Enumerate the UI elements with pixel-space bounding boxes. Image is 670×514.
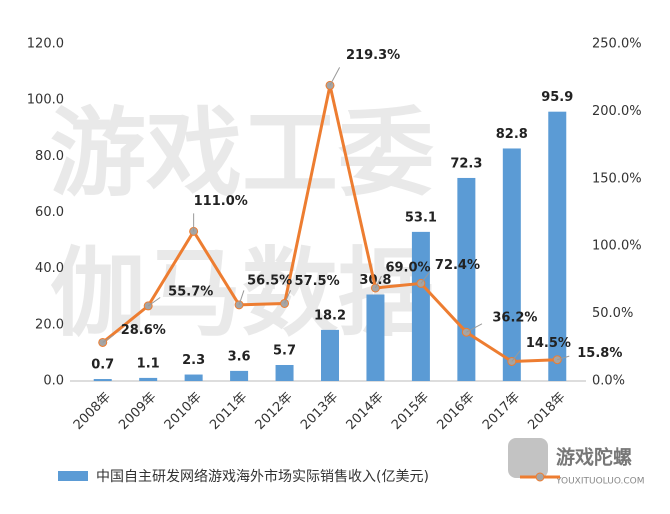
- logo-icon: [508, 438, 548, 478]
- bar-label: 0.7: [91, 358, 114, 373]
- x-tick-label: 2012年: [253, 390, 296, 433]
- y2-tick-label: 0.0%: [592, 374, 625, 389]
- bar-label: 72.3: [450, 156, 482, 171]
- bar: [321, 329, 339, 381]
- bar-label: 5.7: [273, 343, 296, 358]
- line-label: 69.0%: [385, 260, 430, 275]
- line-label: 57.5%: [295, 274, 340, 289]
- leader-line: [147, 297, 161, 307]
- y-tick-label: 100.0: [27, 93, 64, 108]
- leader-line: [238, 290, 245, 305]
- watermark: 游戏工委: [50, 97, 434, 209]
- bar: [230, 370, 249, 381]
- x-tick-label: 2009年: [116, 390, 159, 433]
- bar-label: 53.1: [405, 210, 437, 225]
- logo-text: 游戏陀螺: [556, 446, 632, 469]
- leader-line: [284, 290, 292, 304]
- leader-line: [466, 323, 483, 333]
- bar-label: 1.1: [137, 356, 160, 371]
- y-tick-label: 40.0: [35, 261, 64, 276]
- line-label: 55.7%: [168, 284, 213, 299]
- x-tick-label: 2017年: [480, 390, 523, 433]
- x-tick-label: 2015年: [389, 390, 432, 433]
- line-label: 72.4%: [435, 258, 480, 273]
- logo: 游戏陀螺 YOUXITUOLUO.COM: [508, 438, 645, 487]
- line-label: 56.5%: [247, 273, 292, 288]
- x-tick-label: 2010年: [162, 390, 205, 433]
- y-tick-label: 0.0: [43, 374, 64, 389]
- bar: [502, 148, 521, 381]
- x-tick-label: 2018年: [525, 390, 568, 433]
- legend-marker: [535, 472, 545, 482]
- bar: [366, 294, 385, 381]
- leader-line: [375, 275, 382, 289]
- x-tick-label: 2011年: [207, 390, 250, 433]
- legend-label: 中国自主研发网络游戏海外市场实际销售收入(亿美元): [96, 468, 429, 485]
- x-tick-label: 2014年: [344, 390, 387, 433]
- bar: [548, 111, 567, 381]
- x-tick-label: 2008年: [71, 390, 114, 433]
- y-tick-label: 80.0: [35, 149, 64, 164]
- line-label: 15.8%: [577, 346, 622, 361]
- leader-line: [420, 272, 430, 284]
- bar-label: 30.8: [359, 273, 391, 288]
- y2-tick-label: 200.0%: [592, 104, 642, 119]
- bar: [275, 364, 294, 381]
- bar-label: 3.6: [228, 349, 251, 364]
- bar: [184, 374, 203, 381]
- leader-line: [329, 67, 341, 86]
- line-label: 219.3%: [346, 48, 400, 63]
- y2-tick-label: 250.0%: [592, 37, 642, 52]
- legend-swatch: [58, 471, 88, 481]
- leader-line: [102, 334, 114, 343]
- bar-label: 2.3: [182, 353, 205, 368]
- logo-sub: YOUXITUOLUO.COM: [555, 477, 645, 487]
- bar: [93, 379, 112, 381]
- y2-tick-label: 50.0%: [592, 306, 633, 321]
- bar: [139, 377, 158, 381]
- bar-label: 18.2: [314, 308, 346, 323]
- line-label: 36.2%: [492, 311, 537, 326]
- y-tick-label: 20.0: [35, 317, 64, 332]
- x-tick-label: 2016年: [434, 390, 477, 433]
- bar: [411, 231, 430, 381]
- bar-label: 95.9: [541, 90, 573, 105]
- y2-tick-label: 100.0%: [592, 239, 642, 254]
- x-tick-label: 2013年: [298, 390, 341, 433]
- y-tick-label: 60.0: [35, 205, 64, 220]
- line-label: 14.5%: [526, 336, 571, 351]
- y-tick-label: 120.0: [27, 37, 64, 52]
- line-label: 28.6%: [121, 323, 166, 338]
- bar: [457, 177, 476, 381]
- y2-tick-label: 150.0%: [592, 171, 642, 186]
- bar-label: 82.8: [496, 127, 528, 142]
- line-label: 111.0%: [194, 194, 248, 209]
- leader-line: [557, 355, 570, 361]
- leader-line: [511, 350, 521, 362]
